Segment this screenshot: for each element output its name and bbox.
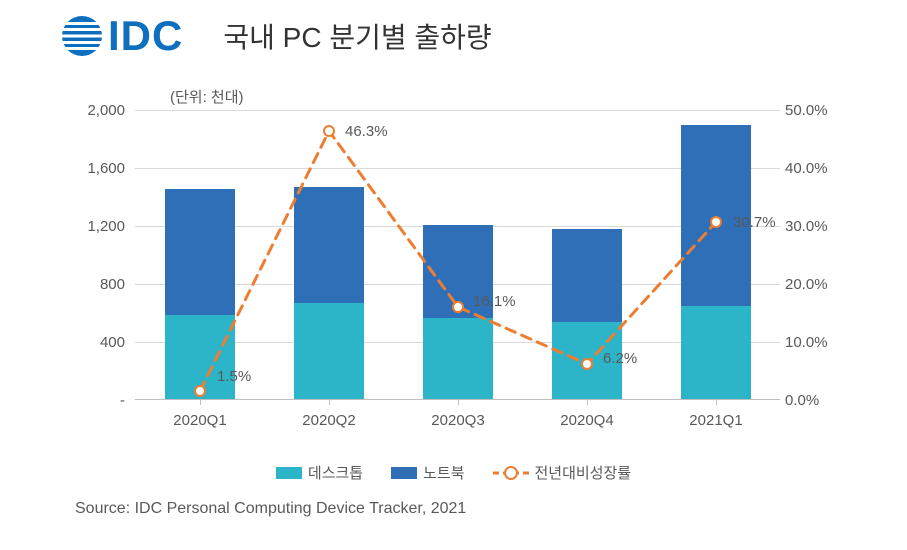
y-left-tick: 400 bbox=[70, 334, 125, 351]
bar-desktop bbox=[681, 306, 751, 399]
logo: IDC bbox=[60, 12, 183, 60]
legend-label: 전년대비성장률 bbox=[535, 462, 632, 483]
legend-item-notebook: 노트북 bbox=[391, 462, 464, 483]
y-left-tick: 1,600 bbox=[70, 160, 125, 177]
y-right-tick: 0.0% bbox=[785, 392, 840, 409]
growth-marker bbox=[194, 385, 206, 397]
growth-marker bbox=[323, 125, 335, 137]
y-left-tick: 1,200 bbox=[70, 218, 125, 235]
source-text: Source: IDC Personal Computing Device Tr… bbox=[75, 500, 466, 518]
y-right-tick: 20.0% bbox=[785, 276, 840, 293]
bar-notebook bbox=[165, 189, 235, 315]
x-label: 2020Q4 bbox=[537, 412, 637, 429]
legend: 데스크톱 노트북 전년대비성장률 bbox=[0, 462, 907, 483]
unit-label: (단위: 천대) bbox=[170, 86, 244, 107]
data-label: 1.5% bbox=[217, 368, 251, 385]
growth-marker bbox=[452, 301, 464, 313]
bar-notebook bbox=[552, 229, 622, 322]
y-left-tick: 800 bbox=[70, 276, 125, 293]
data-label: 46.3% bbox=[345, 123, 388, 140]
chart: 2,000 1,600 1,200 800 400 - 50.0% 40.0% … bbox=[70, 110, 840, 420]
legend-swatch bbox=[276, 467, 302, 479]
header: IDC 국내 PC 분기별 출하량 bbox=[0, 0, 907, 60]
data-label: 16.1% bbox=[473, 293, 516, 310]
legend-item-growth: 전년대비성장률 bbox=[493, 462, 632, 483]
x-tick bbox=[587, 399, 588, 405]
x-label: 2021Q1 bbox=[666, 412, 766, 429]
growth-marker bbox=[710, 216, 722, 228]
y-right-tick: 10.0% bbox=[785, 334, 840, 351]
chart-title: 국내 PC 분기별 출하량 bbox=[223, 16, 491, 56]
x-tick bbox=[329, 399, 330, 405]
x-label: 2020Q2 bbox=[279, 412, 379, 429]
y-left-tick: - bbox=[70, 392, 125, 409]
x-tick bbox=[716, 399, 717, 405]
legend-label: 노트북 bbox=[423, 462, 464, 483]
logo-text: IDC bbox=[108, 12, 183, 60]
legend-item-desktop: 데스크톱 bbox=[276, 462, 363, 483]
bar-notebook bbox=[294, 187, 364, 303]
plot-area: 2020Q1 2020Q2 2020Q3 2020Q4 2021 bbox=[135, 110, 780, 400]
data-label: 6.2% bbox=[603, 350, 637, 367]
y-left-tick: 2,000 bbox=[70, 102, 125, 119]
globe-icon bbox=[60, 14, 104, 58]
bar-desktop bbox=[423, 318, 493, 399]
bar-desktop bbox=[294, 303, 364, 399]
growth-marker bbox=[581, 358, 593, 370]
x-label: 2020Q1 bbox=[150, 412, 250, 429]
data-label: 30.7% bbox=[733, 214, 776, 231]
y-right-tick: 50.0% bbox=[785, 102, 840, 119]
y-right-tick: 30.0% bbox=[785, 218, 840, 235]
grid-line bbox=[135, 110, 780, 111]
y-right-tick: 40.0% bbox=[785, 160, 840, 177]
x-tick bbox=[200, 399, 201, 405]
x-label: 2020Q3 bbox=[408, 412, 508, 429]
x-tick bbox=[458, 399, 459, 405]
legend-line-icon bbox=[493, 466, 529, 480]
legend-swatch bbox=[391, 467, 417, 479]
legend-label: 데스크톱 bbox=[308, 462, 363, 483]
